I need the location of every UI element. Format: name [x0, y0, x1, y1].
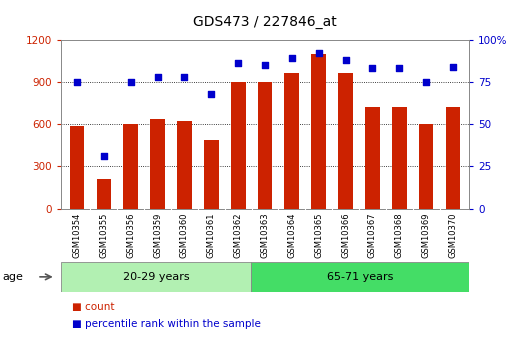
Point: [314, 50, 323, 56]
Text: ■ count: ■ count: [72, 302, 114, 312]
Bar: [204, 140, 219, 209]
Text: 20-29 years: 20-29 years: [123, 272, 190, 282]
Text: ■ percentile rank within the sample: ■ percentile rank within the sample: [72, 319, 260, 329]
Text: GSM10355: GSM10355: [100, 213, 109, 258]
Bar: [311, 54, 326, 209]
Text: GDS473 / 227846_at: GDS473 / 227846_at: [193, 15, 337, 29]
Point: [207, 91, 216, 97]
Text: GSM10363: GSM10363: [261, 213, 269, 258]
Point: [234, 61, 242, 66]
Text: GSM10362: GSM10362: [234, 213, 243, 258]
Text: GSM10356: GSM10356: [126, 213, 135, 258]
Bar: [177, 121, 192, 209]
Bar: [231, 82, 245, 209]
Point: [341, 57, 350, 63]
Point: [449, 64, 457, 69]
Bar: [123, 124, 138, 209]
Point: [288, 56, 296, 61]
Text: GSM10367: GSM10367: [368, 213, 377, 258]
Point: [153, 74, 162, 80]
Bar: [446, 107, 461, 209]
Bar: [251, 262, 469, 292]
Bar: [285, 73, 299, 209]
Bar: [338, 73, 353, 209]
Text: GSM10366: GSM10366: [341, 213, 350, 258]
Point: [422, 79, 430, 85]
Bar: [419, 124, 434, 209]
Bar: [96, 179, 111, 209]
Text: GSM10370: GSM10370: [448, 213, 457, 258]
Bar: [69, 126, 84, 209]
Text: age: age: [3, 272, 23, 282]
Text: GSM10354: GSM10354: [73, 213, 82, 258]
Bar: [61, 262, 251, 292]
Bar: [258, 82, 272, 209]
Text: 65-71 years: 65-71 years: [327, 272, 393, 282]
Point: [127, 79, 135, 85]
Bar: [365, 107, 380, 209]
Point: [368, 66, 377, 71]
Bar: [150, 119, 165, 209]
Text: GSM10361: GSM10361: [207, 213, 216, 258]
Text: GSM10365: GSM10365: [314, 213, 323, 258]
Text: GSM10368: GSM10368: [395, 213, 404, 258]
Text: GSM10360: GSM10360: [180, 213, 189, 258]
Point: [180, 74, 189, 80]
Text: GSM10364: GSM10364: [287, 213, 296, 258]
Point: [395, 66, 403, 71]
Point: [261, 62, 269, 68]
Text: GSM10359: GSM10359: [153, 213, 162, 258]
Bar: [392, 107, 407, 209]
Point: [73, 79, 81, 85]
Point: [100, 154, 108, 159]
Text: GSM10369: GSM10369: [421, 213, 430, 258]
